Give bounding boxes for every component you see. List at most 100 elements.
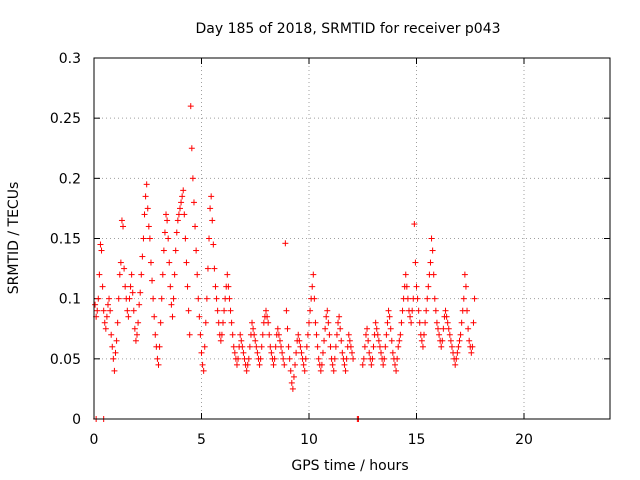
data-point <box>190 199 197 206</box>
data-point <box>339 349 346 356</box>
data-point <box>309 283 316 290</box>
data-point <box>407 313 414 320</box>
data-point <box>365 337 372 344</box>
data-point <box>243 367 250 374</box>
data-point <box>456 337 463 344</box>
data-point <box>211 265 218 272</box>
data-point <box>245 355 252 362</box>
data-point <box>187 103 194 110</box>
data-point <box>106 295 113 302</box>
data-point <box>101 319 108 326</box>
data-point <box>213 295 220 302</box>
data-point <box>197 331 204 338</box>
data-point <box>145 223 152 230</box>
data-point <box>92 301 99 308</box>
data-point <box>220 319 226 326</box>
data-point <box>366 349 373 356</box>
data-point <box>165 235 172 242</box>
data-point <box>163 211 170 218</box>
data-point <box>140 235 147 242</box>
data-point <box>337 325 344 332</box>
data-point <box>170 295 177 302</box>
data-point <box>143 181 150 188</box>
data-point <box>158 295 165 302</box>
data-point <box>134 331 140 338</box>
data-point <box>137 289 144 296</box>
data-point <box>142 193 149 200</box>
data-point <box>146 235 153 242</box>
data-point <box>94 307 101 314</box>
data-point <box>258 343 265 350</box>
data-point <box>394 355 401 362</box>
data-point <box>462 283 469 290</box>
data-point <box>230 343 237 350</box>
data-point <box>131 325 138 332</box>
data-point <box>336 313 343 320</box>
data-point <box>375 337 382 344</box>
data-point <box>279 349 286 356</box>
data-point <box>384 319 391 326</box>
data-point <box>237 331 244 338</box>
data-point <box>461 271 468 278</box>
data-point <box>345 331 352 338</box>
data-point <box>139 253 146 260</box>
data-point <box>457 331 464 338</box>
y-tick-label: 0.05 <box>50 352 81 368</box>
x-tick-label: 15 <box>408 432 426 448</box>
data-point <box>104 301 111 308</box>
data-point <box>159 271 166 278</box>
data-point <box>267 343 274 350</box>
data-point <box>214 307 221 314</box>
data-point <box>227 307 234 314</box>
data-point <box>446 331 453 338</box>
data-point <box>182 235 189 242</box>
data-point <box>99 283 106 290</box>
data-point <box>157 319 164 326</box>
data-point <box>194 271 201 278</box>
data-point <box>252 337 259 344</box>
data-point <box>368 361 375 368</box>
data-point <box>103 313 110 320</box>
data-point <box>465 325 472 332</box>
data-point <box>411 221 418 228</box>
data-point <box>229 331 236 338</box>
data-point <box>343 355 350 362</box>
data-point <box>419 343 426 350</box>
data-point <box>122 283 129 290</box>
data-point <box>330 367 337 374</box>
data-point <box>161 229 168 236</box>
data-point <box>338 337 345 344</box>
data-point <box>373 325 380 332</box>
y-tick-label: 0.2 <box>59 171 81 187</box>
data-point <box>114 319 121 326</box>
data-point <box>440 325 447 332</box>
data-point <box>203 295 210 302</box>
data-point <box>470 319 477 326</box>
data-point <box>466 337 473 344</box>
data-point <box>272 343 279 350</box>
data-point <box>198 349 205 356</box>
data-point <box>324 307 331 314</box>
y-tick-label: 0 <box>72 412 81 428</box>
data-point <box>303 343 310 350</box>
y-tick-label: 0.1 <box>59 292 81 308</box>
data-point <box>208 193 215 200</box>
data-point <box>403 283 410 290</box>
data-point <box>183 259 190 266</box>
data-point <box>271 355 278 362</box>
data-point <box>188 145 195 152</box>
data-point <box>396 337 403 344</box>
data-point <box>171 271 178 278</box>
data-point <box>217 337 224 344</box>
data-point <box>266 331 273 338</box>
data-point <box>246 343 253 350</box>
data-point <box>422 319 429 326</box>
data-point <box>240 349 247 356</box>
data-point <box>415 307 422 314</box>
data-point <box>359 361 366 368</box>
data-point <box>448 343 455 350</box>
data-point <box>331 355 338 362</box>
data-points <box>92 103 478 422</box>
data-point <box>178 199 185 206</box>
